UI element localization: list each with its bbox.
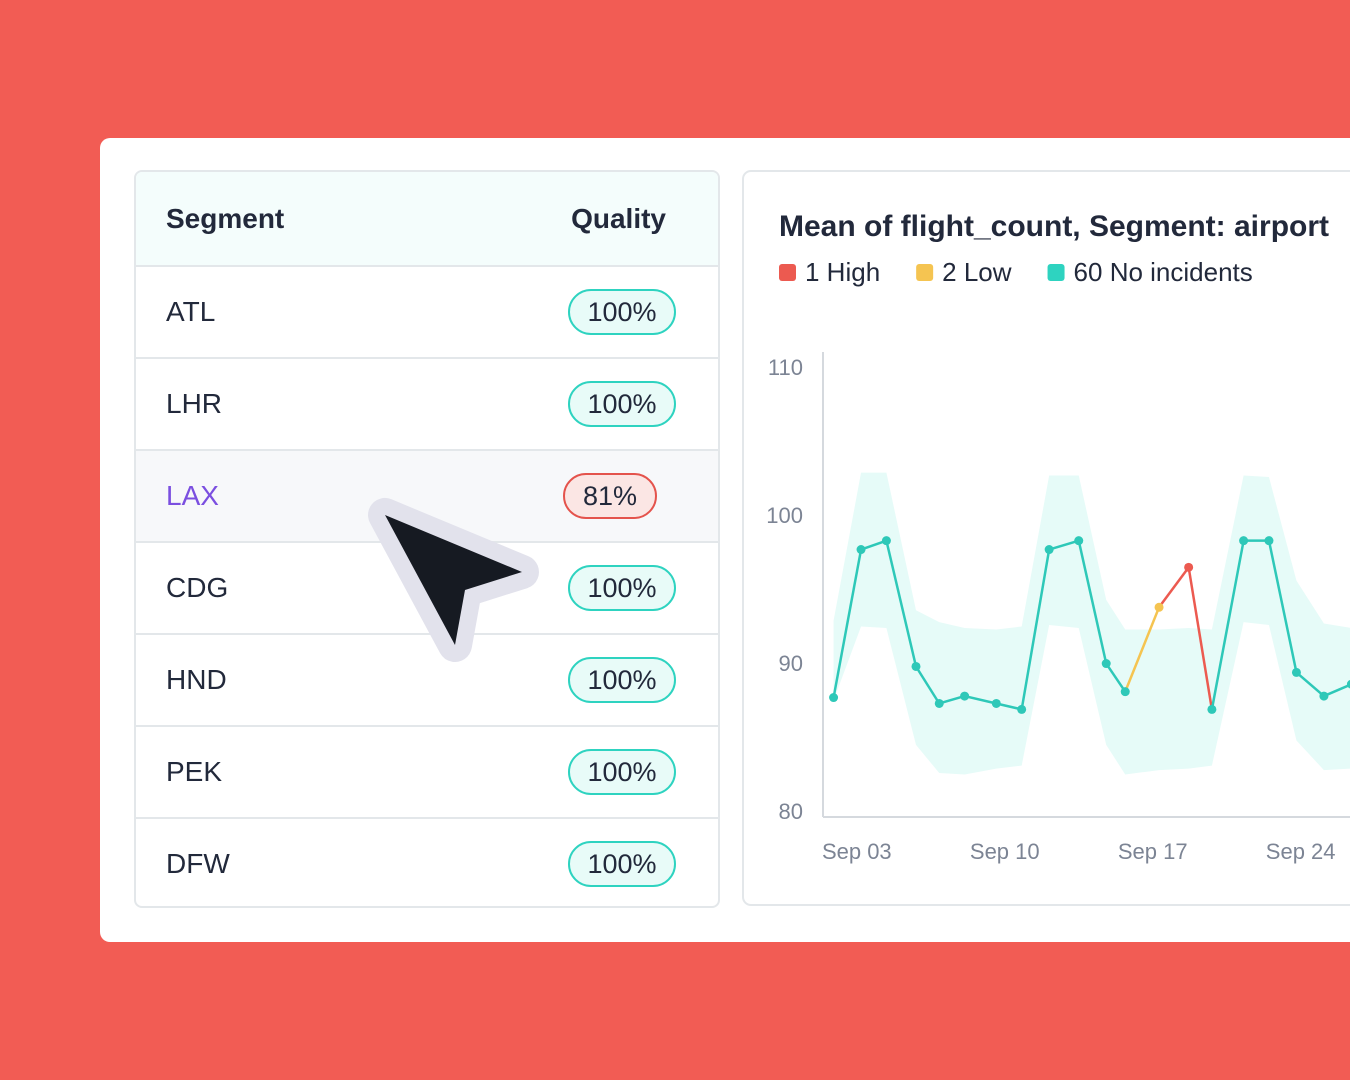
data-point [1044,545,1054,555]
segment-cell: DFW [166,848,230,879]
data-point [911,661,921,671]
line-segment [1077,540,1108,664]
legend-swatch [779,264,796,281]
data-point [829,693,839,703]
legend-swatch [1047,264,1065,281]
quality-pill: 100% [568,565,676,611]
segment-cell: ATL [166,296,216,327]
quality-pill: 81% [563,473,657,519]
data-point [1184,562,1194,572]
table-row[interactable]: CDG 100% [136,541,718,633]
line-segment [885,540,918,667]
quality-pill: 100% [568,657,676,703]
segment-cell: HND [166,664,227,695]
table-row[interactable]: ATL 100% [136,265,718,357]
cursor [368,498,539,662]
line-segment [1124,606,1161,693]
x-tick-label: Sep 03 [822,839,892,864]
data-point [1346,679,1350,689]
data-point [1291,667,1301,677]
segment-cell: LHR [166,388,223,419]
data-point [1101,659,1111,669]
legend-label: 1 High [805,257,880,287]
line-segment [914,665,941,705]
data-point [934,698,944,708]
quality-pill: 100% [568,381,676,427]
data-point [960,691,970,701]
y-tick-label: 100 [766,503,803,528]
data-point [1239,536,1249,546]
x-tick-label: Sep 24 [1266,839,1336,864]
line-segment [1048,539,1080,551]
segment-cell: LAX [166,480,219,511]
data-point [1207,704,1217,714]
quality-pill: 100% [568,841,676,887]
data-point [991,698,1001,708]
header-cell: Quality [571,202,666,234]
segment-cell: PEK [166,756,223,787]
data-point [1074,536,1084,546]
y-tick-label: 110 [768,355,803,380]
line-segment [1105,662,1127,693]
cursor-arrow [385,515,522,645]
data-point [1017,704,1027,714]
data-point [856,545,866,555]
table-row[interactable]: HND 100% [136,633,718,725]
quality-pill: 100% [568,749,676,795]
table-row[interactable]: PEK 100% [136,725,718,817]
line-segment [1187,567,1214,710]
x-tick-label: Sep 10 [970,839,1040,864]
x-tick-label: Sep 17 [1118,839,1188,864]
y-tick-label: 80 [779,799,803,824]
data-point [881,536,891,546]
data-point [1154,602,1164,612]
quality-pill: 100% [568,289,676,335]
line-segment [1158,566,1190,609]
data-point [1319,691,1329,701]
line-segment [1323,683,1350,698]
table-header: Segment Quality [136,172,718,265]
legend-label: 60 No incidents [1074,257,1253,287]
line-segment [1267,540,1298,673]
chart-title: Mean of flight_count, Segment: airport [779,210,1329,243]
line-segment [1020,549,1051,710]
line-segment [1295,671,1325,698]
line-segment [832,549,863,698]
data-point [1120,687,1130,697]
line-segment [964,694,997,705]
legend-label: 2 Low [942,257,1012,287]
line-segment [1210,540,1245,710]
data-point [1264,536,1274,546]
table-row[interactable]: LHR 100% [136,357,718,449]
segment-cell: CDG [166,572,229,603]
table-row[interactable]: DFW 100% [136,817,718,906]
header-cell: Segment [166,202,285,234]
y-tick-label: 90 [779,651,803,676]
legend-swatch [916,264,934,281]
